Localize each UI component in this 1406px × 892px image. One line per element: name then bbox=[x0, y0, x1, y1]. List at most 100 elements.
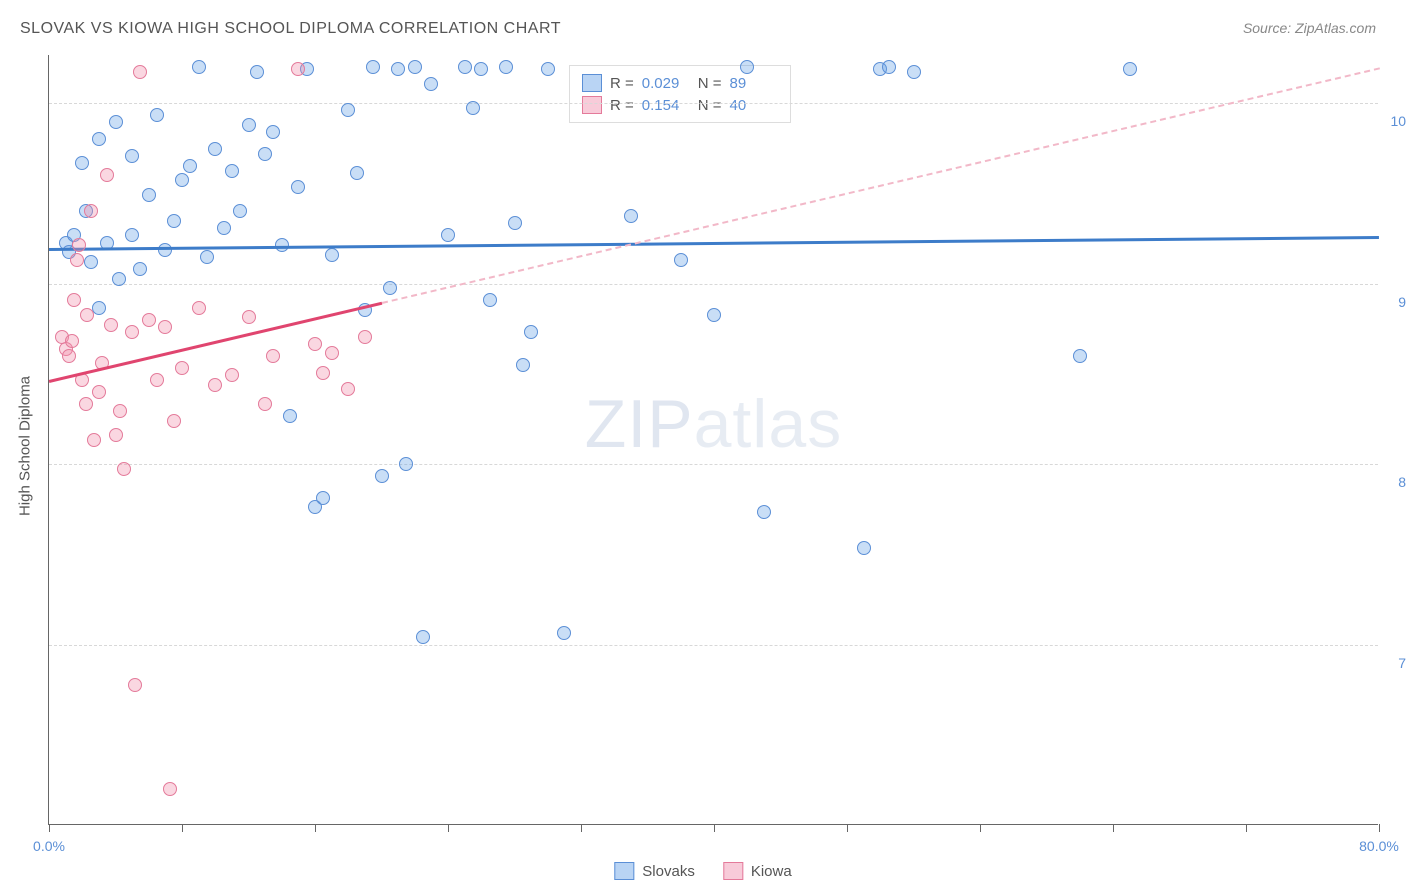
x-tick-label: 0.0% bbox=[33, 838, 65, 854]
x-tick bbox=[847, 824, 848, 832]
scatter-point bbox=[158, 243, 172, 257]
scatter-point bbox=[424, 77, 438, 91]
x-tick bbox=[182, 824, 183, 832]
scatter-point bbox=[142, 313, 156, 327]
r-label: R = bbox=[610, 75, 634, 92]
scatter-point bbox=[907, 65, 921, 79]
scatter-point bbox=[200, 250, 214, 264]
stats-legend-row: R = 0.029 N = 89 bbox=[582, 72, 778, 94]
scatter-point bbox=[133, 262, 147, 276]
scatter-point bbox=[183, 159, 197, 173]
scatter-point bbox=[175, 361, 189, 375]
scatter-point bbox=[163, 782, 177, 796]
scatter-point bbox=[375, 469, 389, 483]
scatter-point bbox=[283, 409, 297, 423]
x-tick bbox=[581, 824, 582, 832]
scatter-point bbox=[109, 115, 123, 129]
scatter-point bbox=[674, 253, 688, 267]
y-tick-label: 77.5% bbox=[1383, 655, 1406, 671]
scatter-point bbox=[1073, 349, 1087, 363]
scatter-point bbox=[316, 366, 330, 380]
y-tick-label: 100.0% bbox=[1383, 113, 1406, 129]
stats-legend: R =0.029N =89R =0.154N =40 bbox=[569, 65, 791, 123]
scatter-point bbox=[258, 397, 272, 411]
scatter-point bbox=[208, 142, 222, 156]
gridline bbox=[49, 464, 1378, 465]
scatter-point bbox=[112, 272, 126, 286]
scatter-point bbox=[341, 103, 355, 117]
plot-area: ZIPatlas R =0.029N =89R =0.154N =40 77.5… bbox=[48, 55, 1378, 825]
scatter-point bbox=[92, 385, 106, 399]
scatter-point bbox=[62, 349, 76, 363]
legend-swatch bbox=[582, 96, 602, 114]
scatter-point bbox=[266, 349, 280, 363]
scatter-point bbox=[458, 60, 472, 74]
r-value: 0.029 bbox=[642, 75, 690, 92]
n-value: 89 bbox=[730, 75, 778, 92]
scatter-point bbox=[109, 428, 123, 442]
scatter-point bbox=[474, 62, 488, 76]
scatter-point bbox=[508, 216, 522, 230]
scatter-point bbox=[117, 462, 131, 476]
scatter-point bbox=[167, 414, 181, 428]
series-legend: Slovaks Kiowa bbox=[614, 862, 791, 880]
scatter-point bbox=[308, 337, 322, 351]
x-tick bbox=[49, 824, 50, 832]
scatter-point bbox=[408, 60, 422, 74]
scatter-point bbox=[466, 101, 480, 115]
scatter-point bbox=[383, 281, 397, 295]
scatter-point bbox=[250, 65, 264, 79]
scatter-point bbox=[325, 248, 339, 262]
scatter-point bbox=[524, 325, 538, 339]
n-label: N = bbox=[698, 97, 722, 114]
scatter-point bbox=[366, 60, 380, 74]
scatter-point bbox=[113, 404, 127, 418]
x-tick bbox=[1379, 824, 1380, 832]
scatter-point bbox=[233, 204, 247, 218]
series-legend-label: Slovaks bbox=[642, 863, 695, 880]
scatter-point bbox=[125, 325, 139, 339]
scatter-point bbox=[291, 180, 305, 194]
scatter-point bbox=[87, 433, 101, 447]
scatter-point bbox=[624, 209, 638, 223]
x-tick bbox=[1246, 824, 1247, 832]
scatter-point bbox=[80, 308, 94, 322]
y-tick-label: 85.0% bbox=[1383, 474, 1406, 490]
scatter-point bbox=[416, 630, 430, 644]
y-axis-title: High School Diploma bbox=[17, 376, 34, 516]
x-tick-label: 80.0% bbox=[1359, 838, 1399, 854]
scatter-point bbox=[291, 62, 305, 76]
scatter-point bbox=[350, 166, 364, 180]
x-tick bbox=[714, 824, 715, 832]
scatter-point bbox=[128, 678, 142, 692]
n-label: N = bbox=[698, 75, 722, 92]
scatter-point bbox=[84, 255, 98, 269]
r-label: R = bbox=[610, 97, 634, 114]
scatter-point bbox=[882, 60, 896, 74]
scatter-point bbox=[150, 108, 164, 122]
scatter-point bbox=[104, 318, 118, 332]
scatter-point bbox=[316, 491, 330, 505]
gridline bbox=[49, 103, 1378, 104]
scatter-point bbox=[79, 397, 93, 411]
scatter-point bbox=[391, 62, 405, 76]
x-tick bbox=[980, 824, 981, 832]
scatter-point bbox=[225, 368, 239, 382]
scatter-point bbox=[72, 238, 86, 252]
scatter-point bbox=[499, 60, 513, 74]
scatter-point bbox=[557, 626, 571, 640]
scatter-point bbox=[258, 147, 272, 161]
scatter-point bbox=[483, 293, 497, 307]
gridline bbox=[49, 284, 1378, 285]
scatter-point bbox=[441, 228, 455, 242]
scatter-point bbox=[341, 382, 355, 396]
scatter-point bbox=[1123, 62, 1137, 76]
x-tick bbox=[1113, 824, 1114, 832]
scatter-point bbox=[192, 60, 206, 74]
scatter-point bbox=[217, 221, 231, 235]
series-legend-label: Kiowa bbox=[751, 863, 792, 880]
scatter-point bbox=[125, 228, 139, 242]
scatter-point bbox=[225, 164, 239, 178]
legend-swatch bbox=[614, 862, 634, 880]
gridline bbox=[49, 645, 1378, 646]
